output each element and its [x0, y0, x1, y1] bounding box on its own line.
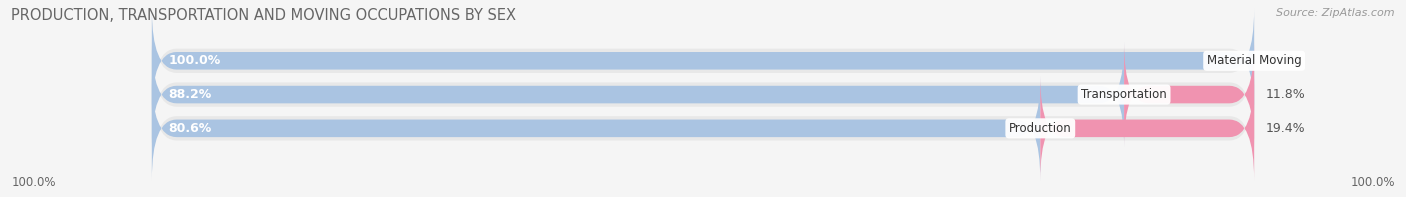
Text: 100.0%: 100.0% [169, 54, 221, 67]
Text: Material Moving: Material Moving [1206, 54, 1302, 67]
Text: 0.0%: 0.0% [1268, 54, 1301, 67]
Text: 100.0%: 100.0% [1350, 176, 1395, 189]
FancyBboxPatch shape [152, 43, 1123, 147]
FancyBboxPatch shape [1040, 76, 1254, 180]
Text: Production: Production [1010, 122, 1071, 135]
FancyBboxPatch shape [152, 9, 1254, 113]
Text: 100.0%: 100.0% [11, 176, 56, 189]
Text: Transportation: Transportation [1081, 88, 1167, 101]
FancyBboxPatch shape [152, 12, 1254, 109]
Text: PRODUCTION, TRANSPORTATION AND MOVING OCCUPATIONS BY SEX: PRODUCTION, TRANSPORTATION AND MOVING OC… [11, 8, 516, 23]
Text: Source: ZipAtlas.com: Source: ZipAtlas.com [1277, 8, 1395, 18]
Text: 80.6%: 80.6% [169, 122, 212, 135]
Text: 19.4%: 19.4% [1265, 122, 1305, 135]
FancyBboxPatch shape [1123, 43, 1254, 147]
Text: 11.8%: 11.8% [1265, 88, 1305, 101]
FancyBboxPatch shape [152, 80, 1254, 177]
FancyBboxPatch shape [152, 76, 1040, 180]
Text: 88.2%: 88.2% [169, 88, 212, 101]
FancyBboxPatch shape [152, 46, 1254, 143]
